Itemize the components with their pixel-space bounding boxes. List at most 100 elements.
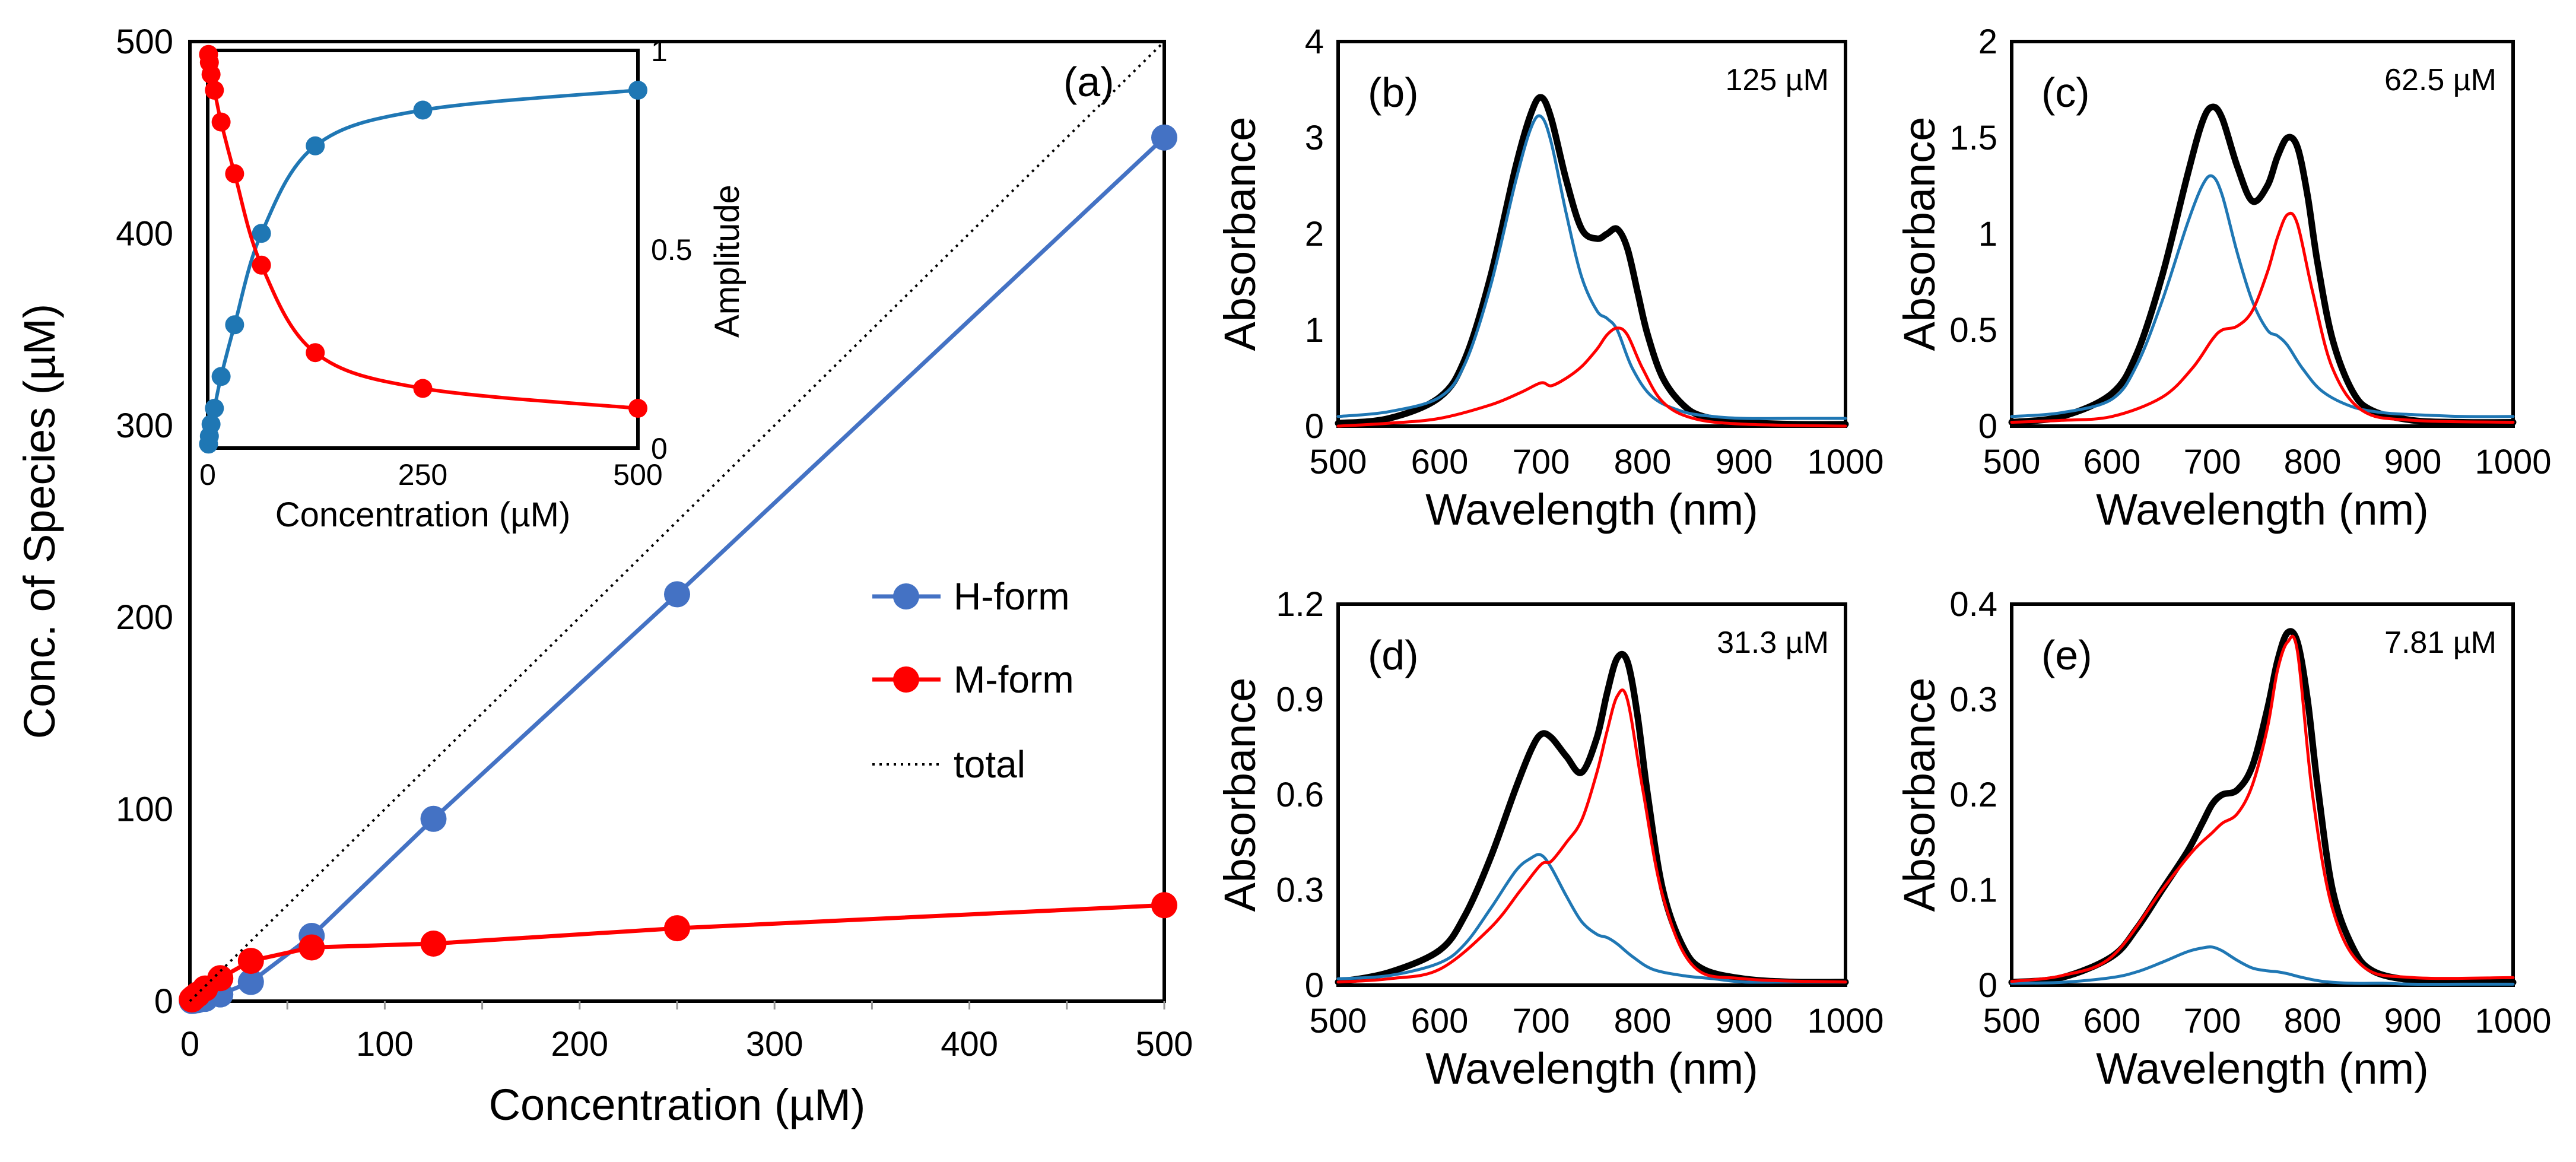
panel-e-xtick-label: 800	[2284, 1002, 2342, 1040]
inset-series-m-form-point	[201, 65, 221, 84]
inset-series-m-form-point	[413, 379, 433, 398]
panel-b-series-m-form	[1336, 326, 1847, 428]
panel-a-xtick-label: 200	[551, 1025, 608, 1063]
panel-e-ytick-label: 0.2	[1949, 776, 1997, 814]
panel-d-ytick-label: 0.3	[1276, 871, 1324, 910]
panel-b-ytick-label: 1	[1305, 311, 1324, 350]
panel-c-series-total	[2008, 103, 2517, 426]
panel-c-frame	[2010, 40, 2515, 428]
inset-series-h-form-point	[211, 367, 231, 386]
legend-m-form-label: M-form	[954, 658, 1074, 701]
panel-a-series-h-form-point	[237, 969, 264, 995]
panel-c-xlabel: Wavelength (nm)	[2096, 485, 2429, 534]
panel-b-ytick-label: 0	[1305, 407, 1324, 446]
legend-h-form-swatch-marker	[893, 583, 919, 609]
panel-d-series-total	[1335, 650, 1849, 986]
inset-series-m-form-point	[628, 399, 647, 418]
panel-b-series-h-form	[1336, 114, 1847, 420]
panel-e-ytick-label: 0.3	[1949, 681, 1997, 719]
panel-b-series-total	[1335, 94, 1849, 428]
panel-b-label: (b)	[1368, 69, 1419, 116]
panel-d-xtick-label: 700	[1513, 1002, 1570, 1040]
inset-series-h-form-point	[628, 81, 647, 100]
panel-c: 500 600 700 800 900 1000 0 0.5 1 1.5 2 Wavelength (…	[1895, 23, 2552, 534]
panel-c-ytick-label: 1.5	[1949, 119, 1997, 157]
panel-e-xtick-label: 600	[2083, 1002, 2141, 1040]
panel-e-series-m-form	[2010, 634, 2515, 983]
panel-b-ytick-label: 3	[1305, 119, 1324, 157]
inset-ylabel: Amplitude	[708, 185, 747, 338]
panel-a-series-m-form-point	[207, 965, 234, 992]
panel-a-xtick-label: 100	[356, 1025, 414, 1063]
inset-xtick-label: 250	[398, 458, 447, 491]
panel-c-xtick-label: 900	[2384, 443, 2442, 481]
panel-b-xtick-label: 1000	[1807, 443, 1883, 481]
panel-e: 500 600 700 800 900 1000 0 0.1 0.2 0.3 0.4 Waveleng…	[1895, 585, 2552, 1093]
panel-e-ytick-label: 0.1	[1949, 871, 1997, 910]
panel-a: 0 100 200 300 400 5000100200300400500Concentr…	[15, 23, 1193, 1129]
panel-b-xtick-label: 500	[1310, 443, 1367, 481]
inset-series-m-form-point	[225, 164, 244, 183]
panel-d-ytick-label: 0.6	[1276, 776, 1324, 814]
panel-a-ytick-label: 200	[116, 598, 173, 637]
panel-d-ytick-label: 0	[1305, 966, 1324, 1005]
panel-c-xtick-label: 700	[2184, 443, 2241, 481]
panel-e-series-total	[2008, 628, 2517, 986]
panel-b-frame	[1336, 40, 1847, 428]
panel-e-ylabel: Absorbance	[1895, 678, 1944, 912]
panel-a-ytick-label: 400	[116, 214, 173, 253]
panel-b-xtick-label: 600	[1411, 443, 1469, 481]
panel-c-xtick-label: 600	[2083, 443, 2141, 481]
panel-e-concentration: 7.81 µM	[2384, 626, 2496, 660]
panel-b-concentration: 125 µM	[1726, 63, 1829, 97]
panel-a-series-m-form-point	[420, 930, 447, 957]
panel-d-xtick-label: 900	[1716, 1002, 1773, 1040]
panel-d-series-m-form	[1336, 688, 1847, 984]
panel-d-ylabel: Absorbance	[1215, 678, 1265, 912]
panel-d-label: (d)	[1368, 632, 1419, 678]
panel-c-ylabel: Absorbance	[1895, 117, 1944, 351]
panel-c-ytick-label: 1	[1978, 215, 1997, 253]
panel-c-series-h-form	[2010, 174, 2515, 418]
panel-b-xtick-label: 900	[1716, 443, 1773, 481]
panel-d-ytick-label: 1.2	[1276, 585, 1324, 624]
legend-total-label: total	[954, 743, 1025, 786]
panel-a-xtick-label: 300	[746, 1025, 803, 1063]
inset-series-h-form-point	[201, 414, 221, 434]
legend-h-form-label: H-form	[954, 575, 1070, 618]
inset-series-h-form-point	[252, 224, 271, 243]
panel-c-xtick-label: 500	[1983, 443, 2041, 481]
panel-e-xtick-label: 700	[2184, 1002, 2241, 1040]
inset-ytick-label: 0.5	[651, 233, 693, 266]
inset-series-h-form-point	[413, 100, 433, 120]
panel-e-series-h-form	[2010, 945, 2515, 986]
panel-b: 500 600 700 800 900 1000 0 1 2 3 4 Wavelength (nm) A…	[1215, 23, 1884, 534]
panel-e-xtick-label: 900	[2384, 1002, 2442, 1040]
panel-e-ytick-label: 0	[1978, 966, 1997, 1005]
inset-ytick-label: 0	[651, 432, 668, 465]
panel-d-xtick-label: 800	[1614, 1002, 1672, 1040]
panel-a-xtick-label: 500	[1136, 1025, 1193, 1063]
panel-e-xtick-label: 500	[1983, 1002, 2041, 1040]
panel-a-series-total	[189, 40, 1165, 1002]
inset-series-m-form-point	[252, 255, 271, 275]
panel-c-xtick-label: 800	[2284, 443, 2342, 481]
panel-e-xtick-label: 1000	[2475, 1002, 2551, 1040]
panel-d-xlabel: Wavelength (nm)	[1425, 1044, 1758, 1093]
panel-a-series-h-form-point	[664, 581, 690, 608]
panel-c-label: (c)	[2041, 69, 2090, 116]
panel-d-xtick-label: 1000	[1807, 1002, 1883, 1040]
panel-a-ytick-label: 500	[116, 23, 173, 61]
panel-a-ylabel: Conc. of Species (µM)	[15, 304, 64, 739]
panel-a-ytick-label: 300	[116, 407, 173, 445]
inset-series-h-form-point	[306, 136, 325, 155]
panel-d-ytick-label: 0.9	[1276, 681, 1324, 719]
panel-d-concentration: 31.3 µM	[1717, 626, 1829, 660]
inset-xtick-label: 0	[199, 458, 216, 491]
inset-series-h-form-point	[225, 315, 244, 335]
inset-series-m-form-point	[205, 81, 224, 100]
panel-a-series-m-form-point	[237, 948, 264, 974]
panel-e-frame	[2010, 602, 2515, 987]
